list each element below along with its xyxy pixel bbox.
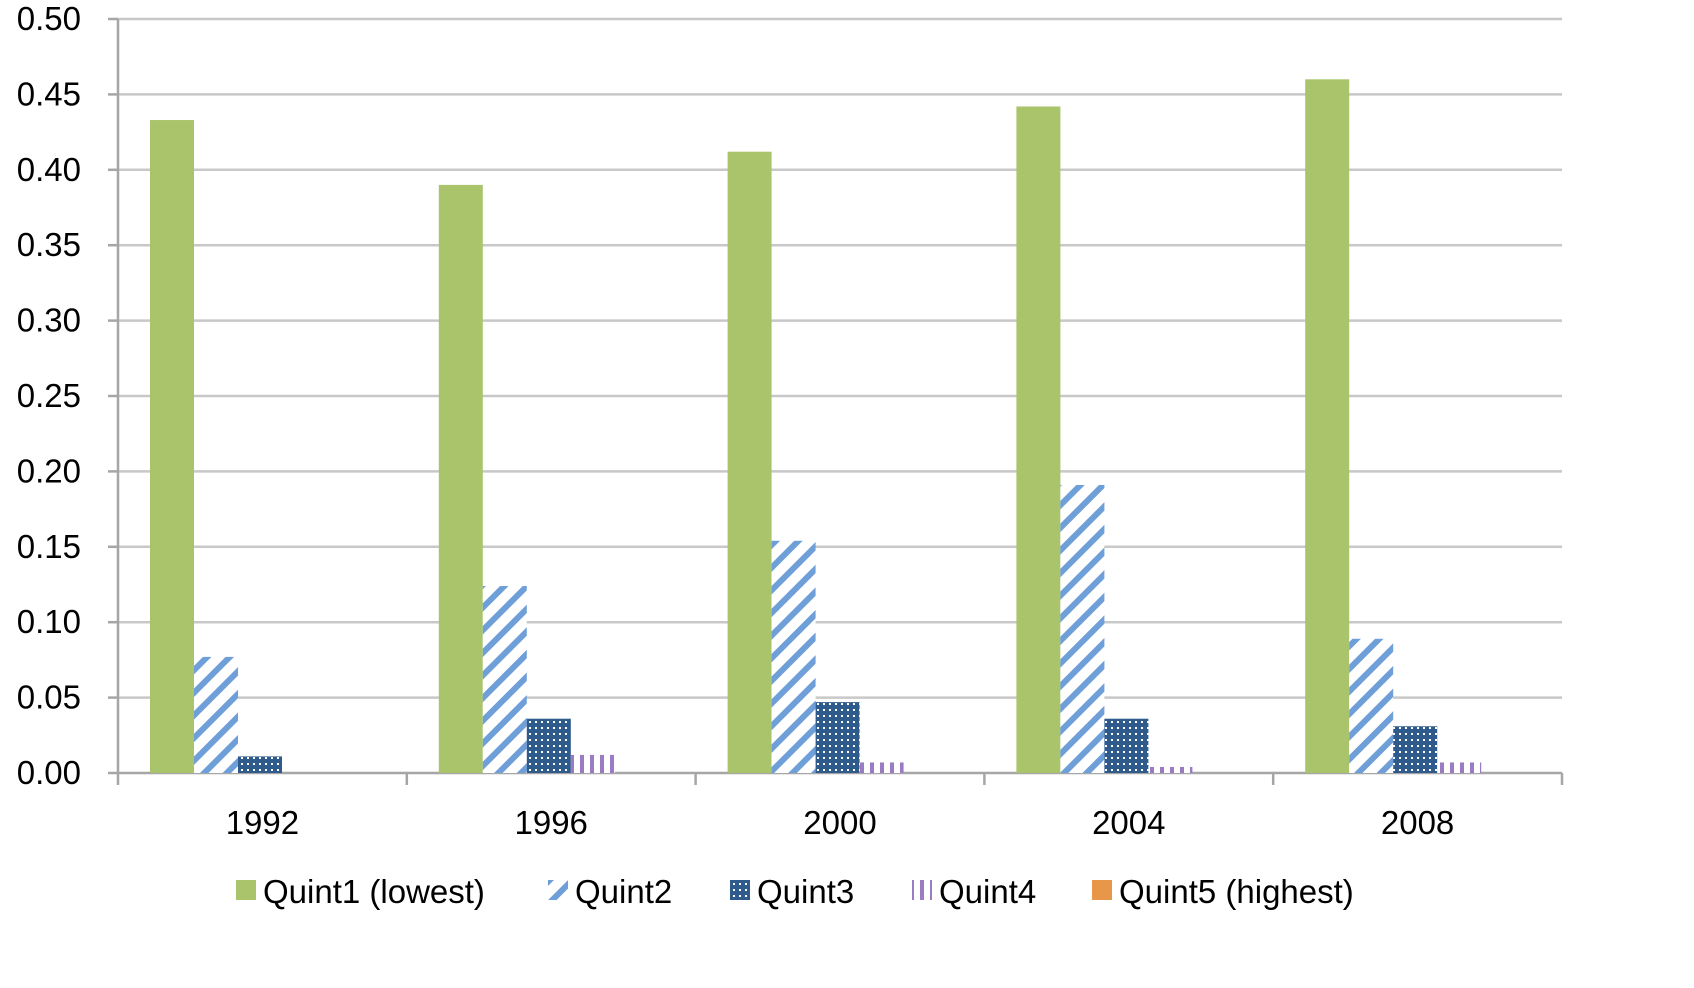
legend-swatch	[1092, 880, 1112, 900]
x-tick-label: 2008	[1381, 804, 1454, 841]
bar	[526, 718, 571, 773]
bar	[1349, 638, 1394, 773]
legend-label: Quint5 (highest)	[1119, 873, 1354, 910]
y-tick-label: 0.30	[17, 302, 81, 339]
bar	[1393, 726, 1438, 773]
bar	[815, 702, 860, 773]
y-tick-labels: 0.00 0.05 0.10 0.15 0.20 0.25 0.30 0.35 0.40 0.45…	[17, 0, 81, 791]
bar	[482, 586, 527, 773]
bar	[859, 762, 904, 773]
y-tick-label: 0.50	[17, 0, 81, 37]
x-tick-label: 1996	[514, 804, 587, 841]
y-tick-label: 0.25	[17, 377, 81, 414]
bar	[727, 151, 772, 774]
bar	[438, 184, 483, 773]
bar	[1305, 79, 1350, 773]
legend-label: Quint4	[939, 873, 1036, 910]
bar	[1437, 762, 1482, 773]
gridlines	[118, 17, 1562, 699]
bar	[1016, 106, 1061, 774]
bars	[150, 79, 1482, 774]
legend: Quint1 (lowest) Quint2 Quint3 Quint4 Quint5 …	[236, 873, 1354, 910]
legend-swatch	[548, 880, 568, 900]
legend-label: Quint3	[757, 873, 854, 910]
y-tick-label: 0.45	[17, 75, 81, 112]
legend-label: Quint2	[575, 873, 672, 910]
bar	[194, 656, 238, 773]
y-tick-label: 0.40	[17, 151, 81, 188]
y-tick-label: 0.20	[17, 452, 81, 489]
x-tick-labels: 1992 1996 2000 2004 2008	[226, 804, 1455, 841]
x-tick-label: 2004	[1092, 804, 1165, 841]
bar	[1060, 484, 1105, 773]
legend-swatch	[730, 880, 750, 900]
y-tick-label: 0.05	[17, 679, 81, 716]
y-tick-label: 0.10	[17, 603, 81, 640]
bar	[238, 756, 282, 773]
bar	[570, 754, 615, 773]
legend-label: Quint1 (lowest)	[263, 873, 485, 910]
bar	[1104, 718, 1149, 773]
legend-swatch	[912, 880, 932, 900]
x-tick-label: 1992	[226, 804, 299, 841]
y-tick-label: 0.15	[17, 528, 81, 565]
legend-swatch	[236, 880, 256, 900]
bar	[1148, 766, 1193, 773]
bar	[150, 120, 194, 773]
y-tick-label: 0.00	[17, 754, 81, 791]
y-tick-label: 0.35	[17, 226, 81, 263]
bar	[771, 540, 816, 773]
x-tick-label: 2000	[803, 804, 876, 841]
